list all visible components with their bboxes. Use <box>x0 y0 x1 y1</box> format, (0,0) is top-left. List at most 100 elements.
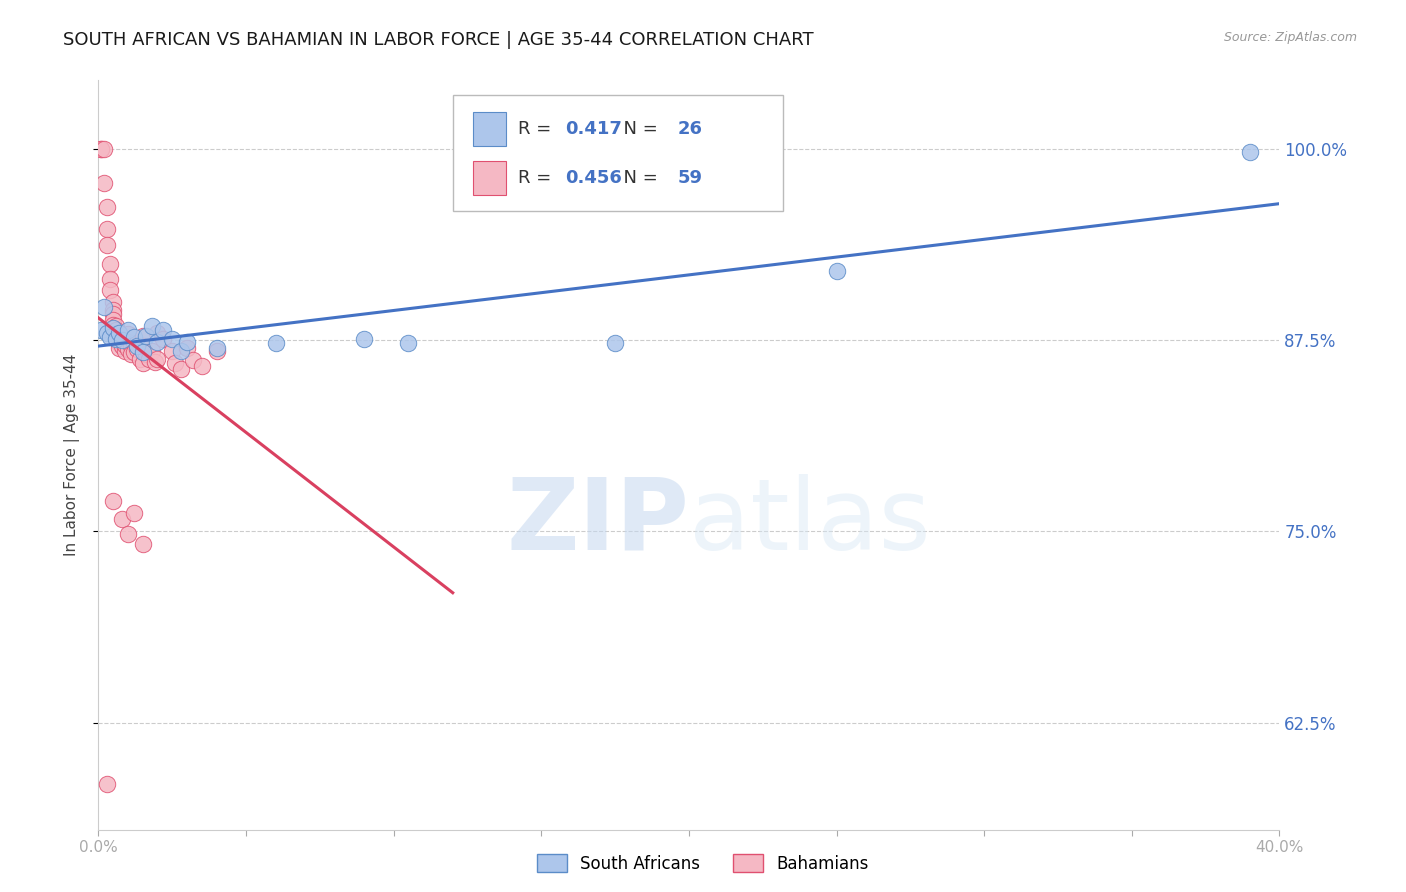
Point <box>108 336 131 351</box>
Point <box>117 343 139 357</box>
Point <box>122 345 145 359</box>
Point <box>93 300 115 314</box>
Point <box>108 332 131 346</box>
Point <box>191 359 214 374</box>
Point <box>98 272 121 286</box>
Point <box>103 302 125 317</box>
Point <box>117 334 139 349</box>
Point <box>103 493 125 508</box>
Point <box>605 336 627 351</box>
Point <box>176 341 198 355</box>
Point <box>122 506 145 520</box>
Point <box>125 343 148 357</box>
Point <box>162 343 183 358</box>
Point <box>108 341 131 355</box>
Point <box>125 339 148 353</box>
Point <box>122 330 145 344</box>
Point <box>181 353 204 368</box>
Text: N =: N = <box>612 169 664 186</box>
Point <box>132 339 155 353</box>
Text: N =: N = <box>612 120 664 138</box>
Point <box>96 326 118 340</box>
Point <box>93 142 115 156</box>
Point <box>146 334 169 349</box>
Point <box>165 356 187 370</box>
Point <box>103 295 125 310</box>
Point <box>103 313 125 327</box>
Point <box>98 330 121 344</box>
Point <box>120 347 142 361</box>
Point <box>170 362 193 376</box>
Point <box>98 257 121 271</box>
Text: 0.417: 0.417 <box>565 120 621 138</box>
Point <box>152 322 174 336</box>
Point <box>117 527 139 541</box>
Text: SOUTH AFRICAN VS BAHAMIAN IN LABOR FORCE | AGE 35-44 CORRELATION CHART: SOUTH AFRICAN VS BAHAMIAN IN LABOR FORCE… <box>63 31 814 49</box>
Point <box>205 341 228 355</box>
Point <box>111 334 134 349</box>
FancyBboxPatch shape <box>453 95 783 211</box>
Point <box>103 318 125 332</box>
Text: R =: R = <box>517 120 557 138</box>
Point <box>105 319 128 334</box>
FancyBboxPatch shape <box>472 112 506 145</box>
Point <box>353 332 375 346</box>
Point <box>132 356 155 370</box>
Point <box>90 322 112 336</box>
Point <box>128 351 150 366</box>
Point <box>146 351 169 366</box>
Point <box>152 332 174 346</box>
Point <box>122 336 145 351</box>
Legend: South Africans, Bahamians: South Africans, Bahamians <box>530 847 876 880</box>
Text: Source: ZipAtlas.com: Source: ZipAtlas.com <box>1223 31 1357 45</box>
Point <box>138 351 160 366</box>
Point <box>103 307 125 321</box>
Point <box>170 343 193 358</box>
Point <box>132 328 155 343</box>
Point <box>96 200 118 214</box>
Point <box>108 326 131 340</box>
FancyBboxPatch shape <box>472 161 506 194</box>
Point <box>162 332 183 346</box>
Point <box>135 347 157 361</box>
Point <box>135 328 157 343</box>
Point <box>146 326 169 340</box>
Point <box>90 142 112 156</box>
Text: atlas: atlas <box>689 474 931 571</box>
Point <box>143 354 166 368</box>
Point <box>132 345 155 359</box>
Point <box>105 327 128 342</box>
Point <box>398 336 420 351</box>
Point <box>120 339 142 353</box>
Point <box>96 238 118 252</box>
Point <box>141 343 163 358</box>
Text: R =: R = <box>517 169 557 186</box>
Point <box>111 339 134 353</box>
Text: 0.456: 0.456 <box>565 169 621 186</box>
Text: 26: 26 <box>678 120 702 138</box>
Point <box>103 321 125 335</box>
Text: 59: 59 <box>678 169 702 186</box>
Point <box>176 334 198 349</box>
Point <box>264 336 287 351</box>
Point <box>205 343 228 358</box>
Point <box>132 536 155 550</box>
Point <box>90 142 112 156</box>
Point <box>111 512 134 526</box>
Point <box>114 343 136 358</box>
Point <box>105 332 128 346</box>
Point <box>105 322 128 336</box>
Point <box>1239 145 1261 160</box>
Point <box>108 333 131 347</box>
Point <box>825 264 848 278</box>
Point <box>141 319 163 334</box>
Point <box>117 327 139 342</box>
Point <box>93 176 115 190</box>
Point <box>111 333 134 347</box>
Text: ZIP: ZIP <box>506 474 689 571</box>
Point <box>98 283 121 297</box>
Point <box>105 332 128 346</box>
Point <box>96 221 118 235</box>
Point <box>96 777 118 791</box>
Point <box>114 338 136 352</box>
